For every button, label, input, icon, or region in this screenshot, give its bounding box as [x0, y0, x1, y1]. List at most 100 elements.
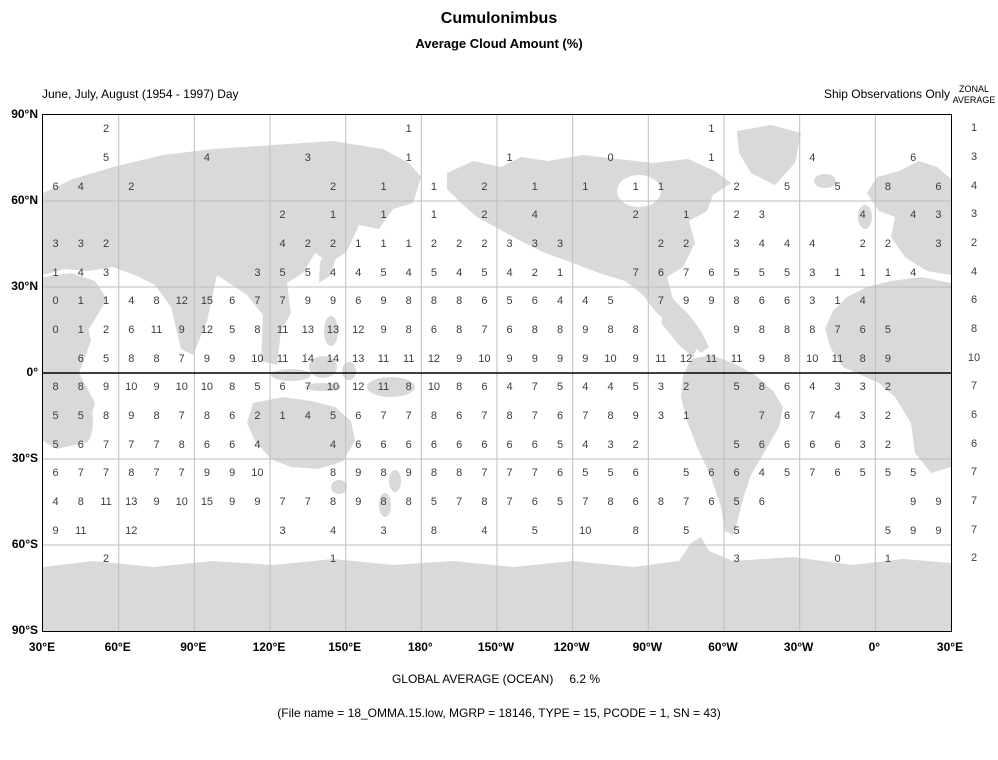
cell-value: 2 [859, 238, 866, 250]
cell-value: 3 [657, 381, 664, 394]
x-tick-label: 60°W [708, 640, 738, 654]
cell-value: 7 [405, 410, 412, 422]
cell-value: 7 [758, 410, 765, 422]
cell-value: 6 [708, 496, 715, 508]
cell-value: 6 [355, 410, 362, 422]
cell-value: 8 [178, 438, 185, 451]
cell-value: 13 [326, 324, 340, 336]
y-tick-label: 90°S [11, 623, 38, 637]
landmass-iceland [814, 174, 836, 188]
cell-value: 7 [632, 266, 639, 279]
cell-value: 8 [52, 381, 59, 394]
cell-value: 13 [352, 352, 365, 365]
cell-value: 0 [607, 152, 614, 164]
page-title: Cumulonimbus [440, 10, 558, 27]
cell-value: 8 [859, 352, 866, 365]
cell-value: 6 [355, 438, 362, 451]
global-average-value: 6.2 % [569, 672, 601, 686]
cell-value: 7 [456, 496, 463, 508]
cell-value: 6 [783, 295, 791, 308]
cell-value: 3 [304, 152, 311, 164]
cell-value: 15 [200, 496, 214, 508]
graticule [43, 115, 951, 631]
cell-value: 2 [102, 324, 110, 336]
cell-value: 1 [657, 180, 664, 193]
cell-value: 6 [632, 496, 639, 508]
cell-value: 9 [582, 324, 589, 336]
landmass-uk [858, 205, 872, 229]
cell-value: 1 [683, 410, 690, 422]
cell-value: 7 [481, 467, 488, 480]
cell-value: 8 [128, 467, 135, 480]
cell-value: 2 [632, 209, 639, 222]
cell-value: 4 [531, 209, 538, 222]
cell-value: 3 [52, 238, 59, 250]
cell-value: 7 [531, 410, 538, 422]
cell-value: 9 [203, 467, 210, 480]
cell-value: 7 [178, 410, 185, 422]
cell-value: 7 [102, 467, 110, 480]
cell-value: 2 [481, 180, 488, 193]
cell-value: 9 [910, 524, 917, 537]
cell-value: 2 [102, 123, 110, 136]
cell-value: 2 [683, 381, 690, 394]
cell-value: 8 [430, 410, 437, 422]
cell-value: 5 [733, 266, 740, 279]
cell-value: 11 [75, 524, 87, 537]
cell-value: 6 [203, 438, 210, 451]
cell-value: 6 [456, 438, 463, 451]
cell-value: 2 [884, 438, 891, 451]
cell-value: 6 [229, 295, 236, 308]
cell-value: 15 [200, 295, 214, 308]
cell-value: 6 [430, 324, 437, 336]
cell-value: 5 [254, 381, 261, 394]
cell-value: 7 [531, 381, 538, 394]
cell-value: 8 [531, 324, 538, 336]
cell-value: 8 [77, 496, 84, 508]
cell-value: 0 [834, 553, 841, 566]
cell-value: 5 [77, 410, 84, 422]
cell-value: 8 [153, 295, 160, 308]
cell-value: 8 [657, 496, 664, 508]
cell-value: 7 [279, 496, 286, 508]
cell-value: 11 [705, 352, 718, 365]
cell-value: 5 [783, 266, 791, 279]
cell-value: 6 [229, 410, 236, 422]
cell-value: 0 [52, 295, 59, 308]
cell-value: 6 [783, 438, 791, 451]
cell-value: 9 [128, 410, 135, 422]
cell-value: 9 [935, 524, 942, 537]
cell-value: 5 [783, 467, 791, 480]
cell-value: 3 [935, 238, 942, 250]
cell-value: 1 [708, 123, 715, 136]
cell-value: 9 [531, 352, 538, 365]
cell-value: 2 [279, 209, 286, 222]
cell-value: 5 [556, 496, 564, 508]
cell-value: 12 [352, 381, 365, 394]
cell-value: 9 [935, 496, 942, 508]
cell-value: 6 [708, 467, 715, 480]
cell-value: 6 [52, 180, 59, 193]
cell-value: 5 [607, 467, 614, 480]
zonal-average-value: 6 [970, 294, 978, 307]
cell-value: 8 [884, 180, 891, 193]
cell-value: 6 [77, 438, 84, 451]
cell-value: 6 [935, 180, 942, 193]
cell-value: 6 [481, 381, 488, 394]
cell-value: 4 [783, 238, 791, 250]
cell-value: 5 [304, 266, 311, 279]
cell-value: 9 [758, 352, 765, 365]
cell-value: 14 [326, 352, 340, 365]
cell-value: 5 [607, 295, 614, 308]
cell-value: 6 [531, 438, 538, 451]
cell-value: 4 [203, 152, 210, 164]
cell-value: 4 [582, 438, 589, 451]
cell-value: 7 [809, 410, 816, 422]
x-tick-label: 30°W [783, 640, 814, 654]
cell-value: 1 [859, 266, 866, 279]
zonal-average-value: 3 [970, 151, 978, 163]
cell-value: 7 [153, 438, 160, 451]
cell-value: 6 [758, 438, 765, 451]
cell-value: 9 [456, 352, 463, 365]
